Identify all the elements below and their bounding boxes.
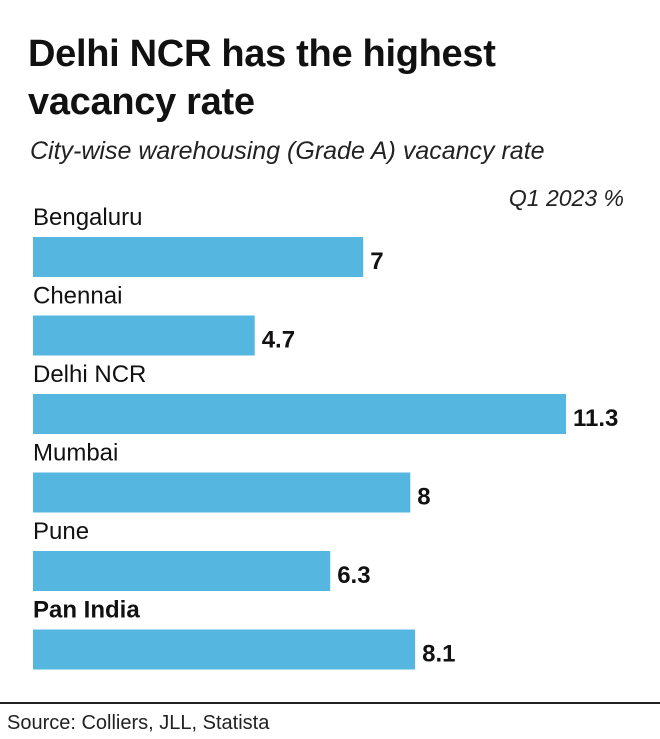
bar-pune (33, 551, 331, 591)
chart-title: Delhi NCR has the highest vacancy rate (28, 33, 496, 123)
value-label-delhi-ncr: 11.3 (573, 405, 618, 432)
bar-mumbai (33, 472, 411, 513)
value-label-mumbai: 8 (417, 484, 430, 511)
category-label-pune: Pune (33, 518, 89, 545)
bar-delhi-ncr (33, 394, 566, 434)
category-label-pan-india: Pan India (33, 597, 140, 624)
category-label-bengaluru: Bengaluru (33, 204, 142, 231)
unit-label: Q1 2023 % (508, 185, 624, 211)
value-label-pune: 6.3 (337, 562, 370, 589)
value-label-pan-india: 8.1 (422, 641, 455, 668)
source-note: Source: Colliers, JLL, Statista (7, 712, 270, 734)
bar-bengaluru (33, 237, 364, 277)
bar-chennai (33, 315, 255, 356)
category-label-delhi-ncr: Delhi NCR (33, 361, 146, 388)
value-label-bengaluru: 7 (370, 248, 383, 275)
chart-subtitle: City-wise warehousing (Grade A) vacancy … (30, 137, 545, 165)
bar-chart: Bengaluru 7 Chennai 4.7 Delhi NCR 11.3 Mumbai 8… (33, 204, 618, 670)
value-label-chennai: 4.7 (262, 327, 295, 354)
category-label-mumbai: Mumbai (33, 440, 118, 467)
footer-divider (0, 702, 660, 704)
category-label-chennai: Chennai (33, 283, 122, 310)
bar-pan-india (33, 629, 416, 670)
